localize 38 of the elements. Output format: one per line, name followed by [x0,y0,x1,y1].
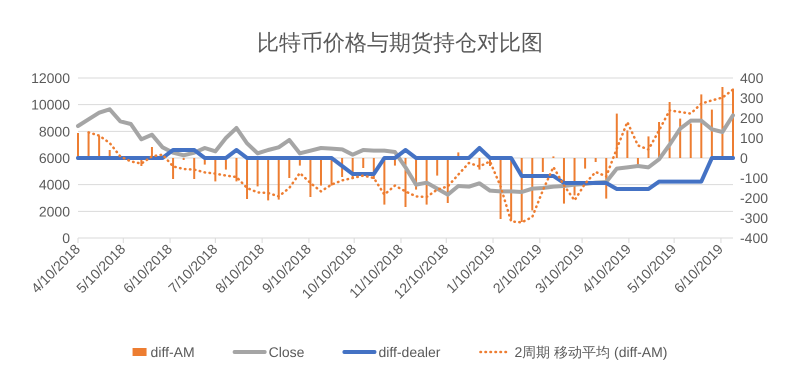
y-tick-label: 12000 [31,70,70,86]
y2-tick-label: -300 [740,210,768,226]
legend-label: 2周期 移动平均 (diff-AM) [514,344,668,360]
bar [193,158,196,179]
legend-label: diff-AM [150,344,195,360]
bar [594,158,597,162]
bar [616,114,618,158]
y-tick-label: 4000 [38,176,70,193]
legend-label: diff-dealer [378,344,441,360]
bar [256,158,259,186]
bar [542,158,544,172]
bar [235,158,238,182]
legend-label: Close [268,344,305,360]
bar [267,158,270,200]
y-tick-label: 10000 [31,96,70,113]
bar [584,158,586,169]
y2-tick-label: -200 [740,190,768,206]
bar [690,124,692,158]
bar [362,158,364,168]
y2-tick-label: 100 [740,130,764,146]
bar [288,158,290,178]
bar [172,158,174,179]
y-tick-label: 0 [62,230,70,246]
bar [77,133,79,158]
y-tick-label: 6000 [38,150,70,166]
y2-tick-label: 300 [740,90,764,106]
y-tick-label: 8000 [38,123,70,140]
y2-tick-label: 200 [740,110,764,126]
y-tick-label: 2000 [38,203,70,220]
bar [626,130,628,158]
bar [309,158,312,197]
y2-tick-label: 400 [740,70,764,86]
y2-tick-label: -100 [740,170,768,186]
chart-title: 比特币价格与期货持仓对比图 [257,30,543,55]
bar [246,158,248,199]
y2-tick-label: 0 [740,150,748,166]
bar [320,158,322,186]
y2-tick-label: -400 [740,230,768,246]
